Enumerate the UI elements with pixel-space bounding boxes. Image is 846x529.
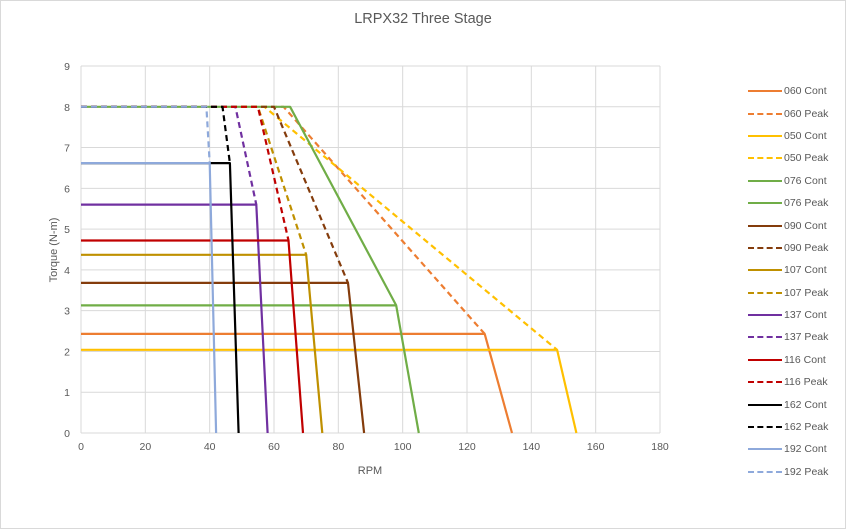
legend-swatch-icon: [748, 358, 782, 361]
legend-label: 107 Cont: [784, 264, 827, 277]
x-tick-label: 40: [204, 441, 216, 453]
series-lines: [81, 105, 578, 434]
axis-ticks: 0 1 2 3 4 5 6 7 8 9 0 20 40 60 80 100 120 140 160 180: [64, 61, 669, 453]
y-axis-label: Torque (N-m): [48, 218, 60, 283]
series-162-peak: [81, 105, 231, 164]
legend-label: 137 Cont: [784, 309, 827, 322]
y-tick-label: 3: [64, 306, 70, 318]
legend-swatch-icon: [748, 269, 782, 272]
y-tick-label: 5: [64, 224, 70, 236]
legend-swatch-icon: [748, 448, 782, 451]
legend-label: 107 Peak: [784, 286, 829, 299]
legend-item: 050 Peak: [748, 147, 844, 169]
series-076-peak: [81, 105, 398, 306]
legend-item: 116 Cont: [748, 349, 844, 371]
legend-swatch-icon: [748, 381, 782, 384]
legend-item: 162 Cont: [748, 393, 844, 415]
x-tick-label: 120: [458, 441, 476, 453]
legend-label: 050 Cont: [784, 129, 827, 142]
y-tick-label: 6: [64, 183, 70, 195]
legend-swatch-icon: [748, 426, 782, 429]
y-tick-label: 8: [64, 102, 70, 114]
legend-swatch-icon: [748, 470, 782, 473]
x-tick-label: 20: [139, 441, 151, 453]
legend-swatch-icon: [748, 134, 782, 137]
legend-item: 050 Cont: [748, 125, 844, 147]
legend-item: 192 Peak: [748, 461, 844, 483]
gridlines: [80, 65, 661, 434]
legend-label: 060 Cont: [784, 85, 827, 98]
y-tick-label: 7: [64, 143, 70, 155]
legend-item: 107 Peak: [748, 282, 844, 304]
x-tick-label: 80: [332, 441, 344, 453]
legend-label: 162 Cont: [784, 398, 827, 411]
x-tick-label: 140: [523, 441, 541, 453]
chart-title: LRPX32 Three Stage: [354, 11, 492, 27]
legend-label: 116 Cont: [784, 353, 826, 366]
x-tick-label: 60: [268, 441, 280, 453]
legend-item: 137 Peak: [748, 326, 844, 348]
legend-item: 076 Peak: [748, 192, 844, 214]
legend-label: 090 Cont: [784, 219, 827, 232]
legend-item: 192 Cont: [748, 438, 844, 460]
legend-label: 192 Peak: [784, 465, 829, 478]
x-tick-label: 180: [651, 441, 669, 453]
legend-item: 116 Peak: [748, 371, 844, 393]
series-090-peak: [81, 105, 350, 284]
y-tick-label: 1: [64, 387, 70, 399]
legend-item: 107 Cont: [748, 259, 844, 281]
series-050-cont: [81, 348, 578, 434]
legend-swatch-icon: [748, 314, 782, 317]
series-137-cont: [81, 203, 269, 434]
legend-label: 116 Peak: [784, 376, 828, 389]
series-076-cont: [81, 304, 420, 434]
legend-label: 050 Peak: [784, 152, 829, 165]
legend-item: 137 Cont: [748, 304, 844, 326]
legend-item: 060 Cont: [748, 80, 844, 102]
legend-swatch-icon: [748, 112, 782, 115]
legend-item: 076 Cont: [748, 170, 844, 192]
legend-swatch-icon: [748, 336, 782, 339]
legend-label: 060 Peak: [784, 107, 829, 120]
legend-swatch-icon: [748, 291, 782, 294]
legend-swatch-icon: [748, 224, 782, 227]
series-107-peak: [81, 105, 308, 256]
legend: 060 Cont 060 Peak 050 Cont 050 Peak 076 Cont…: [748, 80, 844, 483]
legend-swatch-icon: [748, 403, 782, 406]
legend-swatch-icon: [748, 202, 782, 205]
legend-label: 076 Peak: [784, 197, 829, 210]
legend-item: 162 Peak: [748, 416, 844, 438]
x-tick-label: 100: [394, 441, 412, 453]
y-tick-label: 2: [64, 346, 70, 358]
legend-item: 090 Cont: [748, 214, 844, 236]
series-116-cont: [81, 239, 305, 434]
legend-label: 090 Peak: [784, 241, 829, 254]
y-tick-label: 4: [64, 265, 70, 277]
legend-item: 060 Peak: [748, 102, 844, 124]
legend-label: 137 Peak: [784, 331, 829, 344]
legend-swatch-icon: [748, 179, 782, 182]
y-tick-label: 0: [64, 428, 70, 440]
series-050-peak: [81, 105, 558, 351]
legend-swatch-icon: [748, 157, 782, 160]
legend-label: 162 Peak: [784, 421, 829, 434]
legend-swatch-icon: [748, 90, 782, 93]
x-tick-label: 160: [587, 441, 605, 453]
y-tick-label: 9: [64, 61, 70, 73]
x-tick-label: 0: [78, 441, 84, 453]
legend-swatch-icon: [748, 246, 782, 249]
legend-item: 090 Peak: [748, 237, 844, 259]
legend-label: 076 Cont: [784, 174, 827, 187]
x-axis-label: RPM: [358, 465, 382, 477]
series-192-peak: [81, 105, 211, 164]
series-107-cont: [81, 253, 324, 434]
legend-label: 192 Cont: [784, 443, 827, 456]
